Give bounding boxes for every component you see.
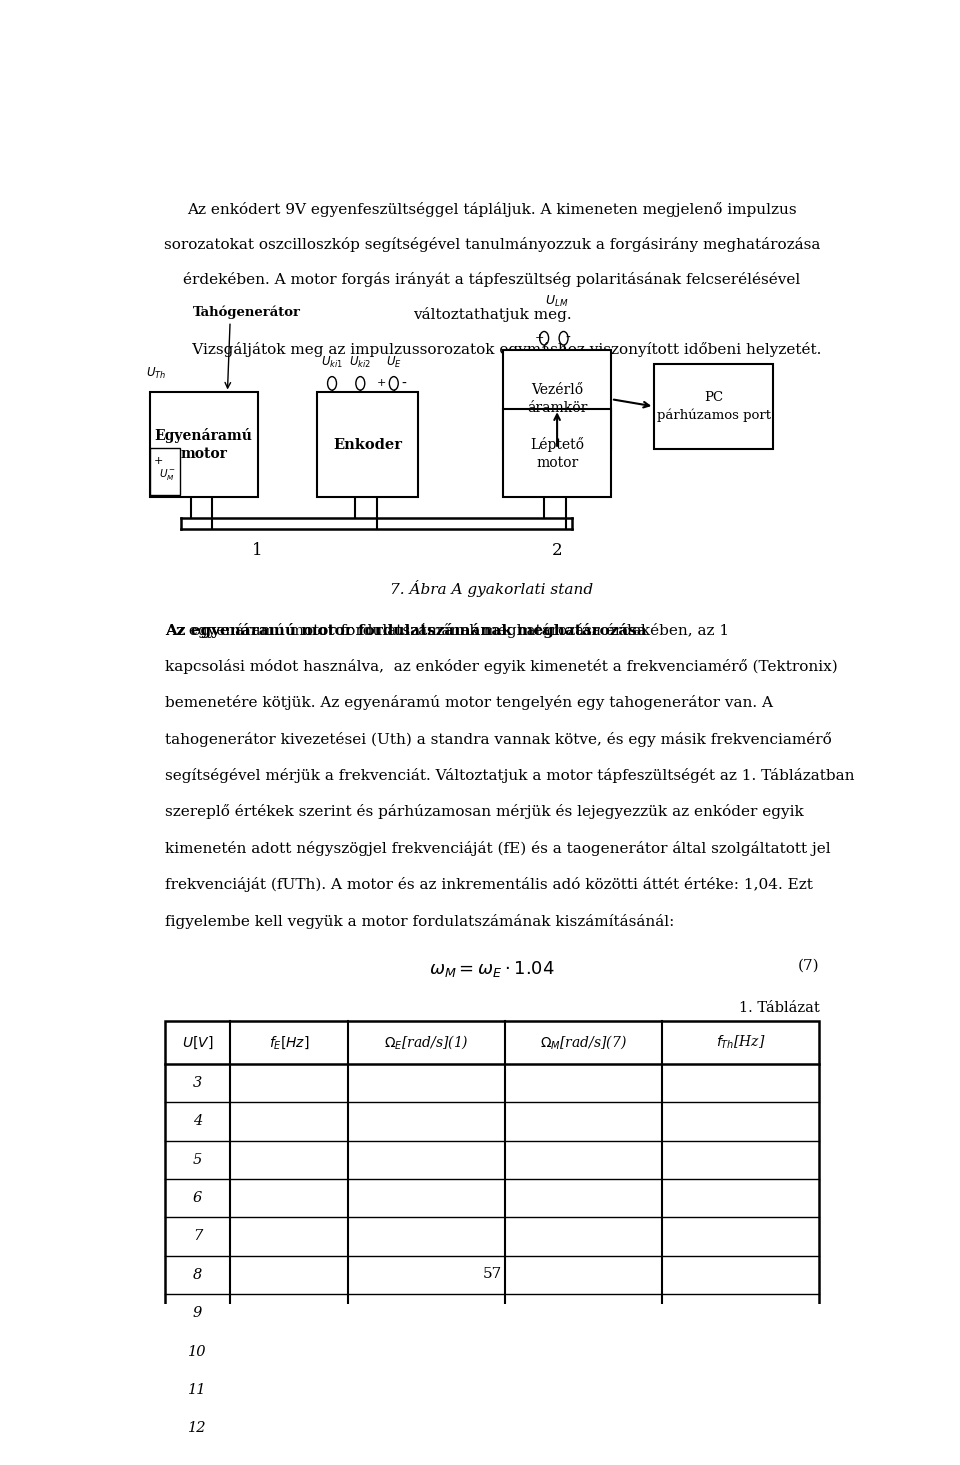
Text: $\Omega_E$[rad/s](1): $\Omega_E$[rad/s](1) [384, 1033, 468, 1052]
Text: $f_E[Hz]$: $f_E[Hz]$ [269, 1034, 309, 1050]
Text: tahogenerátor kivezetései (Uth) a standra vannak kötve, és egy másik frekvenciam: tahogenerátor kivezetései (Uth) a standr… [165, 731, 831, 747]
Text: Vizsgáljátok meg az impulzussorozatok egymáshoz viszonyított időbeni helyzetét.: Vizsgáljátok meg az impulzussorozatok eg… [163, 343, 821, 357]
Text: (7): (7) [798, 960, 820, 973]
Bar [150, 393, 257, 497]
Text: 2: 2 [552, 542, 563, 560]
Text: segítségével mérjük a frekvenciát. Változtatjuk a motor tápfeszültségét az 1. Tá: segítségével mérjük a frekvenciát. Válto… [165, 768, 854, 782]
Text: $U_{Th}$: $U_{Th}$ [146, 366, 166, 381]
Text: 5: 5 [193, 1153, 202, 1166]
Text: $U_{ki2}$: $U_{ki2}$ [349, 355, 372, 369]
Bar [654, 365, 773, 448]
Text: Léptető
motor: Léptető motor [530, 437, 584, 470]
Text: +: + [154, 456, 163, 466]
Text: +: + [535, 333, 544, 343]
Text: $U_M^-$: $U_M^-$ [159, 467, 177, 482]
Bar [503, 409, 612, 497]
Text: 57: 57 [482, 1267, 502, 1282]
Text: $\omega_M = \omega_E \cdot 1.04$: $\omega_M = \omega_E \cdot 1.04$ [429, 960, 555, 979]
Text: Tahógenerátor: Tahógenerátor [193, 306, 300, 319]
Text: sorozatokat oszcilloszkóp segítségével tanulmányozzuk a forgásirány meghatározás: sorozatokat oszcilloszkóp segítségével t… [164, 237, 820, 252]
Text: változtathatjuk meg.: változtathatjuk meg. [413, 308, 571, 322]
Text: 8: 8 [193, 1267, 202, 1282]
Text: szereplő értékek szerint és párhúzamosan mérjük és lejegyezzük az enkóder egyik: szereplő értékek szerint és párhúzamosan… [165, 804, 804, 819]
Text: 9: 9 [193, 1307, 202, 1320]
Text: figyelembe kell vegyük a motor fordulatszámának kiszámításánál:: figyelembe kell vegyük a motor fordulats… [165, 914, 674, 929]
Text: 1: 1 [252, 542, 263, 560]
Text: Egyenáramú
motor: Egyenáramú motor [155, 428, 252, 461]
Text: 1. Táblázat: 1. Táblázat [738, 1002, 820, 1015]
Text: $f_{Th}$[Hz]: $f_{Th}$[Hz] [716, 1034, 766, 1050]
Text: PC
párhúzamos port: PC párhúzamos port [657, 391, 771, 422]
Text: frekvenciáját (fUTh). A motor és az inkrementális adó közötti áttét értéke: 1,04: frekvenciáját (fUTh). A motor és az inkr… [165, 878, 812, 892]
Text: bemenetére kötjük. Az egyenáramú motor tengelyén egy tahogenerátor van. A: bemenetére kötjük. Az egyenáramú motor t… [165, 696, 773, 711]
Text: $U[V]$: $U[V]$ [181, 1034, 213, 1050]
Bar [317, 393, 418, 497]
Text: $U_{LM}$: $U_{LM}$ [545, 294, 568, 309]
Text: $U_E$: $U_E$ [386, 355, 401, 369]
Text: 7. Ábra A gyakorlati stand: 7. Ábra A gyakorlati stand [391, 580, 593, 596]
Text: érdekében. A motor forgás irányát a tápfeszültség polaritásának felcserélésével: érdekében. A motor forgás irányát a tápf… [183, 272, 801, 287]
Text: -: - [402, 377, 407, 390]
Text: kimenetén adott négyszögjel frekvenciáját (fE) és a taogenerátor által szolgálta: kimenetén adott négyszögjel frekvenciájá… [165, 841, 830, 856]
Text: $U_{ki1}$: $U_{ki1}$ [321, 355, 343, 369]
Bar [503, 350, 612, 448]
Text: 12: 12 [188, 1421, 206, 1436]
Bar [150, 448, 180, 495]
Text: Az egyenáramú motor fordulatszámának meghatározása: Az egyenáramú motor fordulatszámának meg… [165, 623, 646, 637]
Text: +: + [377, 378, 387, 388]
Text: kapcsolási módot használva,  az enkóder egyik kimenetét a frekvenciamérő (Tektro: kapcsolási módot használva, az enkóder e… [165, 659, 837, 674]
Text: 10: 10 [188, 1345, 206, 1358]
Text: Az enkódert 9V egyenfeszültséggel tápláljuk. A kimeneten megjelenő impulzus: Az enkódert 9V egyenfeszültséggel táplál… [187, 202, 797, 217]
Text: Enkoder: Enkoder [333, 438, 402, 451]
Text: 7: 7 [193, 1229, 202, 1244]
Text: $\Omega_M$[rad/s](7): $\Omega_M$[rad/s](7) [540, 1033, 627, 1052]
Text: Vezérlő
áramkör: Vezérlő áramkör [527, 384, 588, 415]
Text: Az egyenáramú motor fordulatszámának meghatározása érdekében, az 1: Az egyenáramú motor fordulatszámának meg… [165, 623, 729, 637]
Text: 3: 3 [193, 1075, 202, 1090]
Text: 4: 4 [193, 1115, 202, 1128]
Text: 6: 6 [193, 1191, 202, 1206]
Text: -: - [565, 331, 570, 346]
Text: 11: 11 [188, 1383, 206, 1396]
Bar [165, 1021, 819, 1447]
